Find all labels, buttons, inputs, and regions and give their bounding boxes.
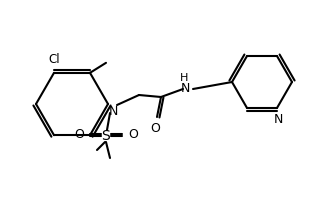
Text: Cl: Cl: [48, 53, 60, 66]
Text: O: O: [150, 122, 160, 135]
Text: H: H: [180, 73, 188, 83]
Text: N: N: [181, 81, 190, 95]
Text: N: N: [109, 105, 118, 118]
Text: S: S: [102, 129, 110, 143]
Text: N: N: [273, 113, 283, 126]
Text: O: O: [74, 128, 84, 141]
Text: O: O: [128, 128, 138, 141]
